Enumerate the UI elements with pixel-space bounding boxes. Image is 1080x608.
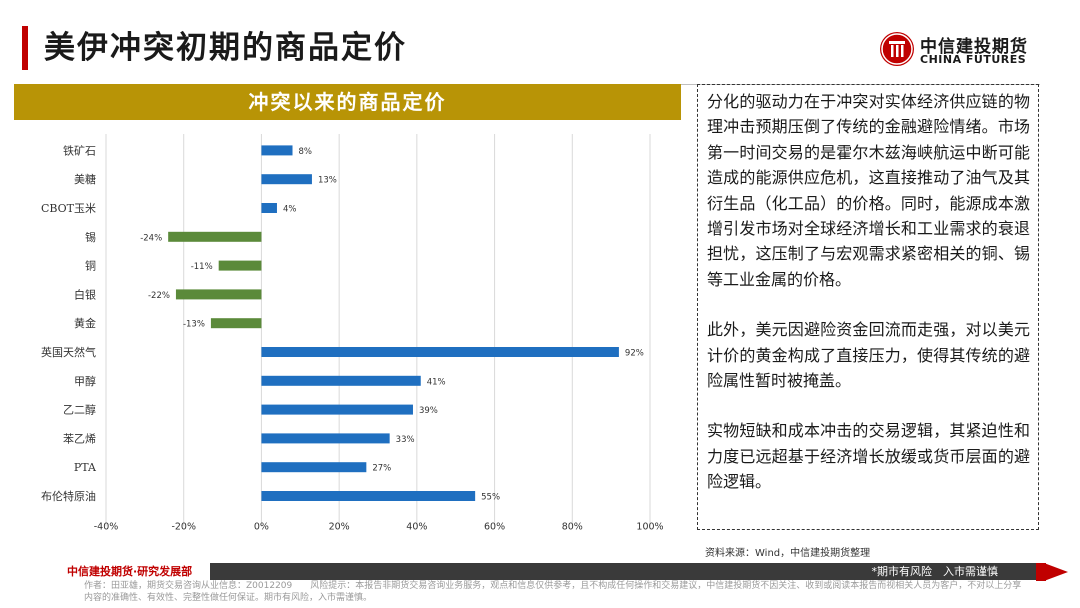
category-label-5: 白银 [74,287,96,301]
category-label-4: 铜 [85,259,96,273]
data-label-3: -24% [140,233,162,243]
xtick-label-5: 60% [484,521,505,532]
data-label-12: 55% [481,493,500,503]
analysis-paragraph-2: 此外，美元因避险资金回流而走强，对以美元计价的黄金构成了直接压力，使得其传统的避… [707,320,1030,391]
data-label-2: 4% [283,205,297,215]
page-title: 美伊冲突初期的商品定价 [44,30,407,66]
xtick-label-7: 100% [636,521,663,532]
category-label-0: 铁矿石 [63,144,96,157]
category-label-2: CBOT玉米 [41,202,96,215]
bar-1 [261,174,312,185]
footer-band [0,563,1040,580]
bar-6 [210,318,262,329]
footer-risk-slogan: *期市有风险 入市需谨慎 [871,565,999,578]
data-label-4: -11% [191,262,213,272]
category-label-6: 黄金 [74,316,96,330]
data-label-0: 8% [299,147,313,157]
bar-2 [261,203,277,213]
data-source-note: 资料来源：Wind，中信建投期货整理 [705,548,871,559]
bar-4 [218,260,262,271]
bar-11 [261,462,367,473]
bar-3 [168,231,262,242]
data-label-10: 33% [396,435,415,445]
bar-10 [261,433,390,444]
analysis-paragraph-1: 分化的驱动力在于冲突对实体经济供应链的物理冲击预期压倒了传统的金融避险情绪。市场… [707,92,1030,289]
bar-12 [261,491,476,501]
company-logo: 中信建投期货 CHINA FUTURES [880,30,1040,72]
data-label-7: 92% [625,349,644,359]
bar-9 [261,404,413,415]
data-label-9: 39% [419,406,438,416]
logo-emblem-icon [880,32,914,66]
data-label-8: 41% [427,377,446,387]
category-label-10: 苯乙烯 [63,431,96,445]
footer-arrow-icon [1044,563,1068,581]
logo-text-cn: 中信建投期货 [920,37,1028,57]
bar-5 [175,289,262,300]
xtick-label-0: -40% [94,521,119,532]
xtick-label-2: 0% [254,521,269,532]
data-label-11: 27% [372,464,391,474]
footer-arrow-base [1036,563,1046,581]
title-accent-bar [22,26,28,70]
bar-0 [261,145,293,156]
category-label-8: 甲醇 [74,374,96,388]
analysis-paragraph-3: 实物短缺和成本冲击的交易逻辑，其紧迫性和力度已远超基于经济增长放缓或货币层面的避… [707,421,1030,492]
data-label-6: -13% [183,320,205,330]
chart-title-banner: 冲突以来的商品定价 [14,84,681,120]
bar-chart: 铁矿石 8% 美糖 13% CBOT玉米 4% 锡 -24% 铜 -11% 白银 -22% 黄金 -13%… [41,134,664,532]
category-label-9: 乙二醇 [63,403,96,417]
footer-left-panel [0,563,210,580]
category-label-3: 锡 [85,230,96,244]
data-label-1: 13% [318,176,337,186]
category-label-1: 美糖 [74,172,96,186]
xtick-label-6: 80% [562,521,583,532]
analysis-text-box: 分化的驱动力在于冲突对实体经济供应链的物理冲击预期压倒了传统的金融避险情绪。市场… [697,84,1039,530]
xtick-label-3: 20% [329,521,350,532]
footer-disclaimer: 作者：田亚雄，期货交易咨询从业信息：Z0012209 风险提示：本报告非期货交易… [84,581,1022,603]
data-label-5: -22% [148,291,170,301]
category-label-7: 英国天然气 [41,345,96,359]
xtick-label-1: -20% [171,521,196,532]
category-label-11: PTA [74,461,97,474]
bar-7 [261,347,619,357]
logo-text-en: CHINA FUTURES [920,53,1027,66]
xtick-label-4: 40% [406,521,427,532]
category-label-12: 布伦特原油 [41,489,96,503]
footer-brand: 中信建投期货·研究发展部 [67,565,193,578]
bar-8 [261,375,421,386]
